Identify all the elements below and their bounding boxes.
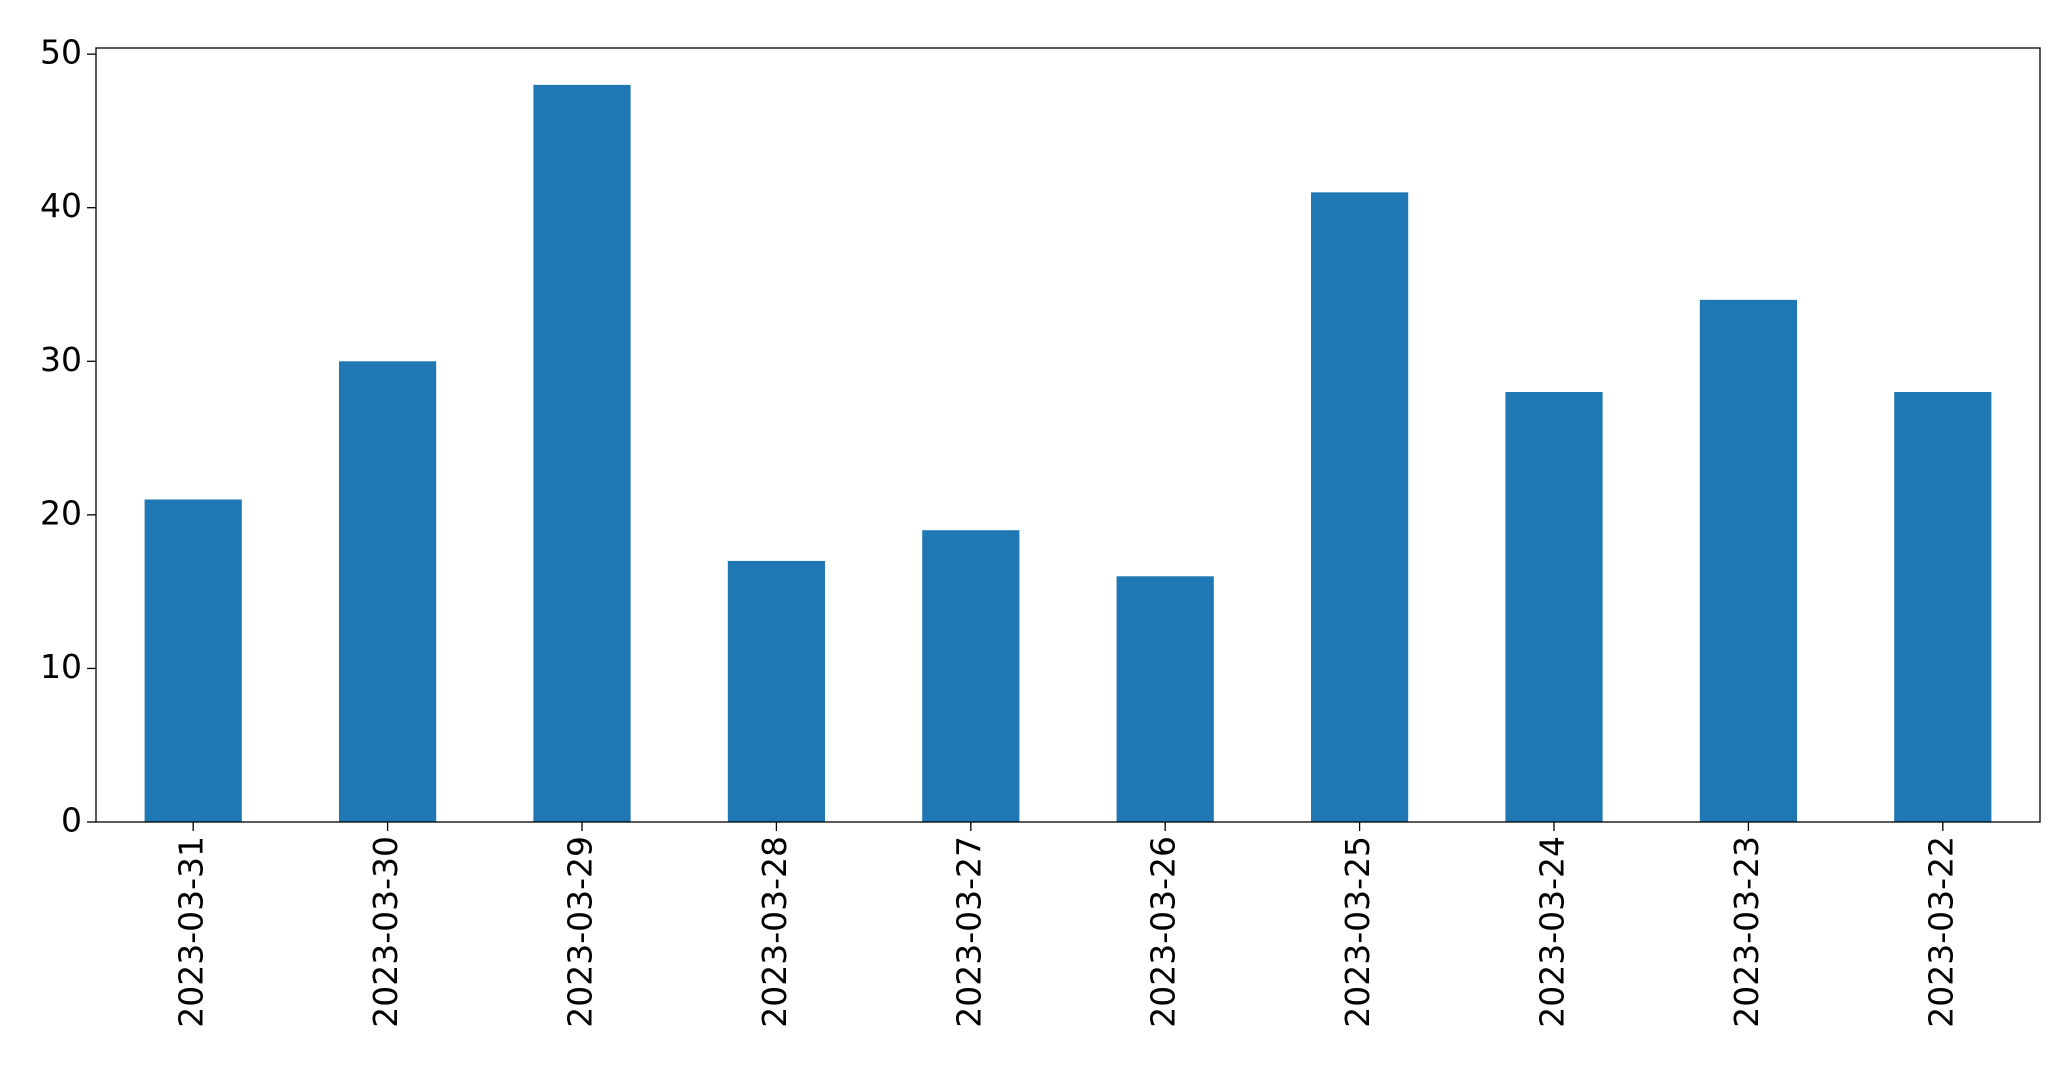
bar bbox=[727, 560, 825, 822]
y-tick-label: 50 bbox=[40, 33, 82, 72]
bar bbox=[144, 499, 242, 822]
bar bbox=[922, 530, 1020, 822]
bar bbox=[339, 361, 437, 822]
x-tick-label: 2023-03-28 bbox=[755, 836, 794, 1028]
x-tick-label: 2023-03-22 bbox=[1921, 836, 1960, 1028]
bar bbox=[1699, 299, 1797, 822]
y-tick-label: 10 bbox=[40, 647, 82, 686]
x-tick-label: 2023-03-30 bbox=[366, 836, 405, 1028]
x-tick-label: 2023-03-29 bbox=[561, 836, 600, 1028]
bar bbox=[1894, 392, 1992, 822]
bar bbox=[1311, 192, 1409, 822]
bar bbox=[1116, 576, 1214, 822]
y-tick-label: 20 bbox=[40, 493, 82, 532]
x-tick-label: 2023-03-25 bbox=[1338, 836, 1377, 1028]
x-tick-label: 2023-03-31 bbox=[172, 836, 211, 1028]
x-tick-label: 2023-03-23 bbox=[1727, 836, 1766, 1028]
plot-frame bbox=[95, 47, 2041, 823]
bar bbox=[533, 84, 631, 823]
bar bbox=[1505, 392, 1603, 822]
x-tick-label: 2023-03-24 bbox=[1533, 836, 1572, 1028]
y-tick-label: 40 bbox=[40, 186, 82, 225]
y-tick-label: 30 bbox=[40, 340, 82, 379]
x-tick-label: 2023-03-27 bbox=[949, 836, 988, 1028]
x-tick-label: 2023-03-26 bbox=[1144, 836, 1183, 1028]
y-tick-label: 0 bbox=[61, 801, 82, 840]
